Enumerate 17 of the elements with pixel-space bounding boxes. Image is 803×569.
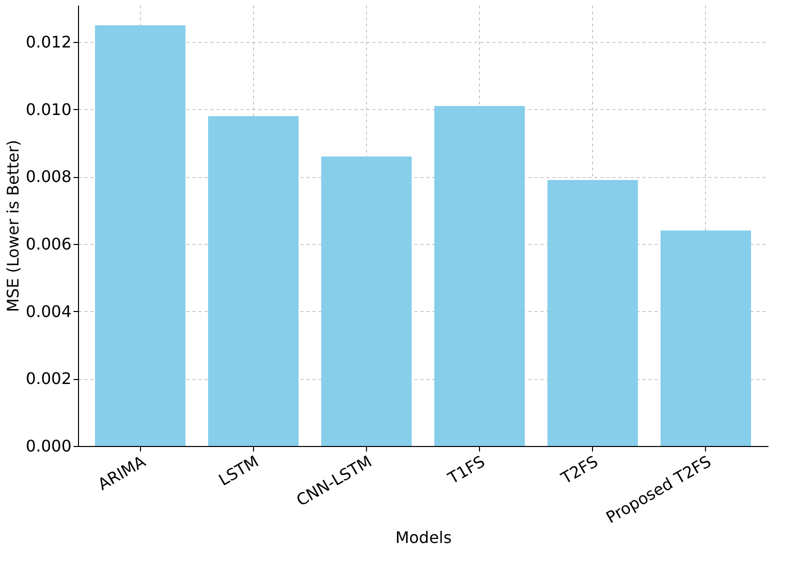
y-tick-label: 0.002 [26, 369, 72, 388]
x-tick-label: T1FS [444, 452, 488, 488]
y-tick-label: 0.000 [26, 436, 72, 456]
bar [660, 230, 752, 446]
y-tick-label: 0.010 [26, 100, 72, 119]
bar [434, 106, 525, 446]
bar [208, 116, 299, 446]
x-axis-title: Models [395, 528, 452, 548]
bar [94, 25, 186, 446]
y-tick-label: 0.012 [26, 32, 72, 52]
x-tick-label: T2FS [557, 452, 602, 488]
bar [547, 180, 638, 446]
bar [321, 156, 412, 446]
y-tick-label: 0.008 [26, 167, 72, 186]
y-axis-title: MSE (Lower is Better) [4, 140, 23, 312]
y-tick-label: 0.004 [26, 302, 72, 321]
y-tick-label: 0.006 [26, 234, 72, 254]
